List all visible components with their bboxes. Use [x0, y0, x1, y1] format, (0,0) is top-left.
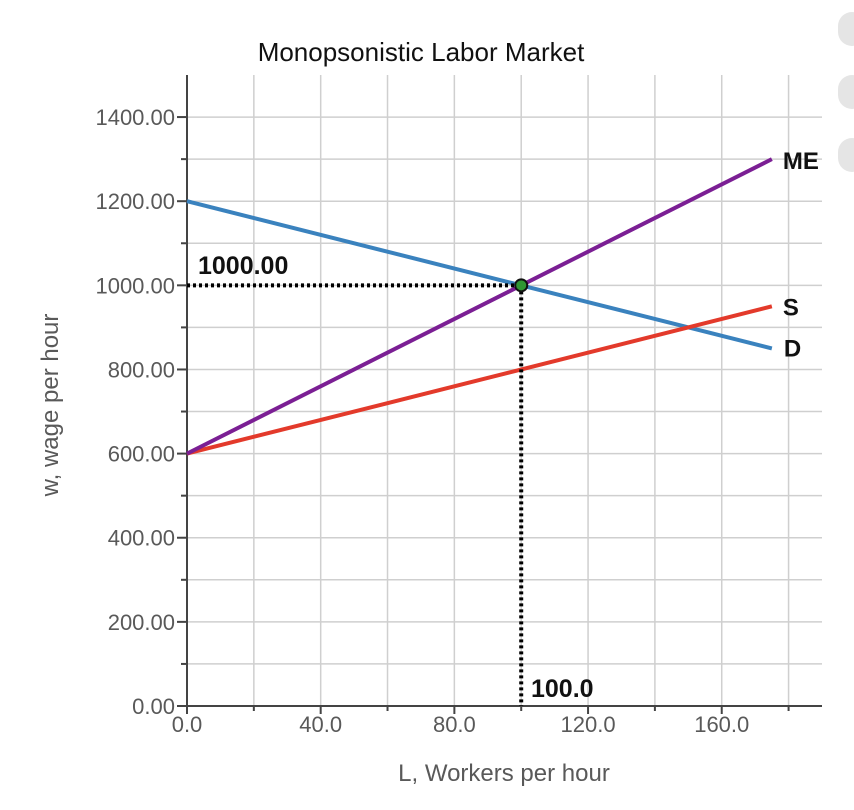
y-tick-label: 1400.00 [95, 105, 175, 130]
series-line-d [186, 199, 773, 351]
series-line-s [186, 304, 773, 456]
series-line-me [186, 157, 773, 456]
y-tick-label: 600.00 [108, 442, 175, 467]
series-lines: DS ME [186, 148, 819, 456]
chart-ticks: 0.0 40.0 80.0 120.0 160.0 0.00 200.00 400.00 600… [95, 105, 790, 737]
chart-grid [186, 75, 822, 707]
chart-axes [186, 75, 822, 707]
x-tick-label: 40.0 [299, 712, 342, 737]
x-tick-label: 120.0 [561, 712, 616, 737]
x-tick-label: 160.0 [694, 712, 749, 737]
y-tick-label: 800.00 [108, 357, 175, 382]
side-control-3[interactable] [838, 138, 854, 172]
x-axis-label: L, Workers per hour [398, 760, 610, 787]
equilibrium-guides [187, 278, 529, 706]
y-tick-label: 1000.00 [95, 273, 175, 298]
x-tick-label: 80.0 [433, 712, 476, 737]
series-label-s: S [783, 294, 799, 321]
side-control-1[interactable] [838, 12, 854, 46]
y-tick-label: 0.00 [132, 694, 175, 719]
chart-labels: L, Workers per hour w, wage per hour 100… [37, 252, 610, 787]
equilibrium-point [514, 278, 529, 293]
y-tick-label: 400.00 [108, 526, 175, 551]
y-tick-label: 200.00 [108, 610, 175, 635]
series-label-me: ME [783, 148, 819, 175]
series-label-d: D [784, 335, 801, 362]
y-value-annotation: 1000.00 [198, 252, 288, 280]
side-control-2[interactable] [838, 75, 854, 109]
y-tick-label: 1200.00 [95, 189, 175, 214]
chart-title: Monopsonistic Labor Market [258, 37, 585, 67]
y-axis-label: w, wage per hour [37, 314, 64, 498]
x-value-annotation: 100.0 [531, 675, 594, 703]
x-tick-label: 0.0 [172, 712, 203, 737]
